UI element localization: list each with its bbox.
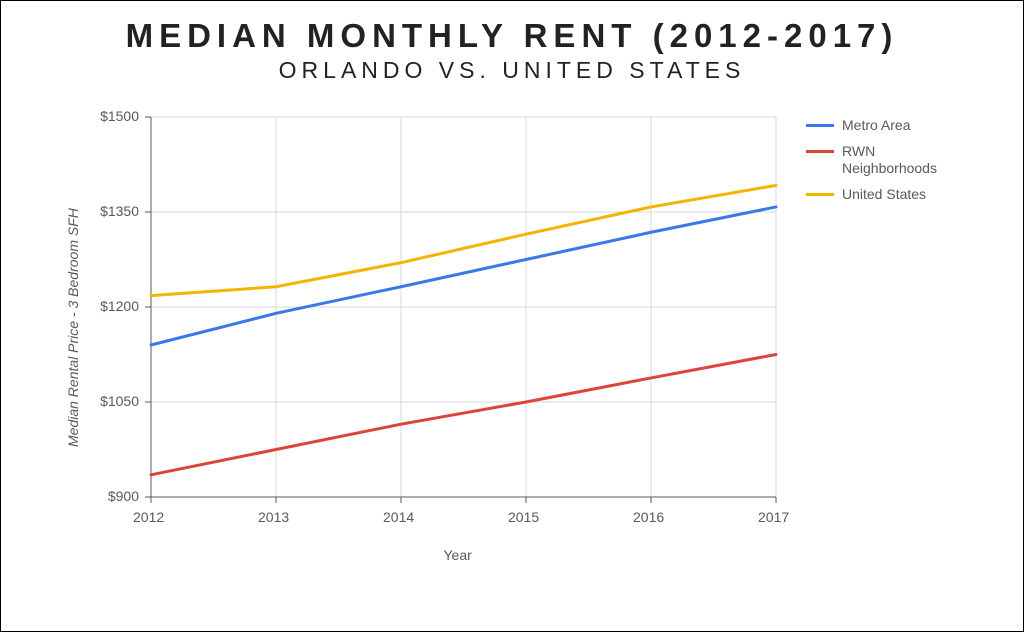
y-tick-label: $1050: [100, 393, 139, 409]
legend: Metro Area RWN Neighborhoods United States: [806, 117, 952, 211]
y-tick-label: $1200: [100, 298, 139, 314]
chart-card: MEDIAN MONTHLY RENT (2012-2017) ORLANDO …: [0, 0, 1024, 632]
x-tick-label: 2014: [383, 509, 414, 525]
chart-area: Median Rental Price - 3 Bedroom SFH Year…: [61, 97, 965, 603]
y-tick-label: $1350: [100, 203, 139, 219]
legend-swatch: [806, 193, 834, 196]
x-tick-label: 2015: [508, 509, 539, 525]
x-tick-label: 2013: [258, 509, 289, 525]
chart-title: MEDIAN MONTHLY RENT (2012-2017): [1, 17, 1023, 55]
y-axis-label: Median Rental Price - 3 Bedroom SFH: [65, 208, 81, 447]
y-tick-label: $1500: [100, 108, 139, 124]
legend-swatch: [806, 150, 834, 153]
legend-item: Metro Area: [806, 117, 952, 135]
legend-item: RWN Neighborhoods: [806, 143, 952, 178]
legend-label: United States: [842, 186, 926, 204]
x-tick-label: 2016: [633, 509, 664, 525]
x-tick-label: 2012: [133, 509, 164, 525]
legend-label: Metro Area: [842, 117, 910, 135]
legend-swatch: [806, 124, 834, 127]
legend-item: United States: [806, 186, 952, 204]
y-tick-label: $900: [108, 488, 139, 504]
legend-label: RWN Neighborhoods: [842, 143, 952, 178]
x-tick-label: 2017: [758, 509, 789, 525]
x-axis-label: Year: [444, 547, 472, 563]
chart-subtitle: ORLANDO VS. UNITED STATES: [1, 57, 1023, 84]
